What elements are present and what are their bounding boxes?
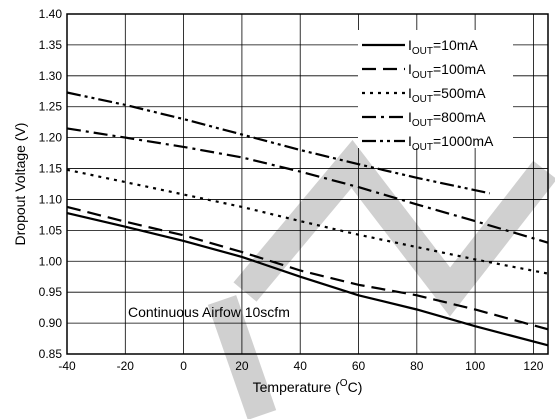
legend-label: IOUT=500mA xyxy=(408,85,486,105)
legend-label: IOUT=800mA xyxy=(408,109,486,129)
y-tick-label: 1.15 xyxy=(39,162,63,176)
x-tick-label: 120 xyxy=(523,359,543,373)
x-tick-label: 0 xyxy=(180,359,187,373)
x-tick-label: -40 xyxy=(58,359,76,373)
x-axis-title-unit: C) xyxy=(348,379,363,395)
legend: IOUT=10mA IOUT=100mA IOUT=500mA IOUT=800mA I… xyxy=(358,30,513,153)
series-line xyxy=(66,205,549,331)
y-tick-label: 1.00 xyxy=(39,254,63,268)
x-tick-label: 60 xyxy=(352,359,366,373)
y-tick-label: 1.30 xyxy=(39,69,63,83)
x-tick-label: -20 xyxy=(117,359,135,373)
axis-ticks: -40 -20 0 20 40 60 80 100 120 0.85 0.90 0.95 1.00 1.0… xyxy=(39,7,544,373)
y-tick-label: 0.95 xyxy=(39,285,63,299)
watermark xyxy=(207,139,555,419)
watermark-stroke xyxy=(207,295,277,419)
series-lines xyxy=(66,91,549,347)
y-tick-label: 1.05 xyxy=(39,223,63,237)
annotation: Continuous Airfow 10scfm xyxy=(128,304,290,320)
x-tick-label: 80 xyxy=(410,359,424,373)
watermark-stroke xyxy=(233,139,555,317)
legend-background xyxy=(358,30,513,148)
y-tick-label: 0.85 xyxy=(39,347,63,361)
x-tick-label: 100 xyxy=(465,359,485,373)
x-tick-label: 20 xyxy=(235,359,249,373)
x-tick-label: 40 xyxy=(294,359,308,373)
x-axis-title-text: Temperature ( xyxy=(253,379,340,395)
y-tick-label: 1.35 xyxy=(39,38,63,52)
series-line xyxy=(66,91,490,195)
series-line xyxy=(66,127,549,244)
y-tick-label: 1.10 xyxy=(39,192,63,206)
legend-label: IOUT=1000mA xyxy=(408,133,494,153)
series-line xyxy=(66,212,549,347)
y-tick-label: 0.90 xyxy=(39,316,63,330)
y-tick-label: 1.25 xyxy=(39,100,63,114)
x-axis-title: Temperature (OC) xyxy=(253,378,363,395)
plot-frame xyxy=(66,13,549,355)
y-tick-label: 1.20 xyxy=(39,131,63,145)
x-axis-title-sup: O xyxy=(340,378,348,389)
legend-label: IOUT=10mA xyxy=(408,37,478,57)
y-axis-title: Dropout Voltage (V) xyxy=(12,123,28,246)
legend-label: IOUT=100mA xyxy=(408,61,486,81)
y-tick-label: 1.40 xyxy=(39,7,63,21)
